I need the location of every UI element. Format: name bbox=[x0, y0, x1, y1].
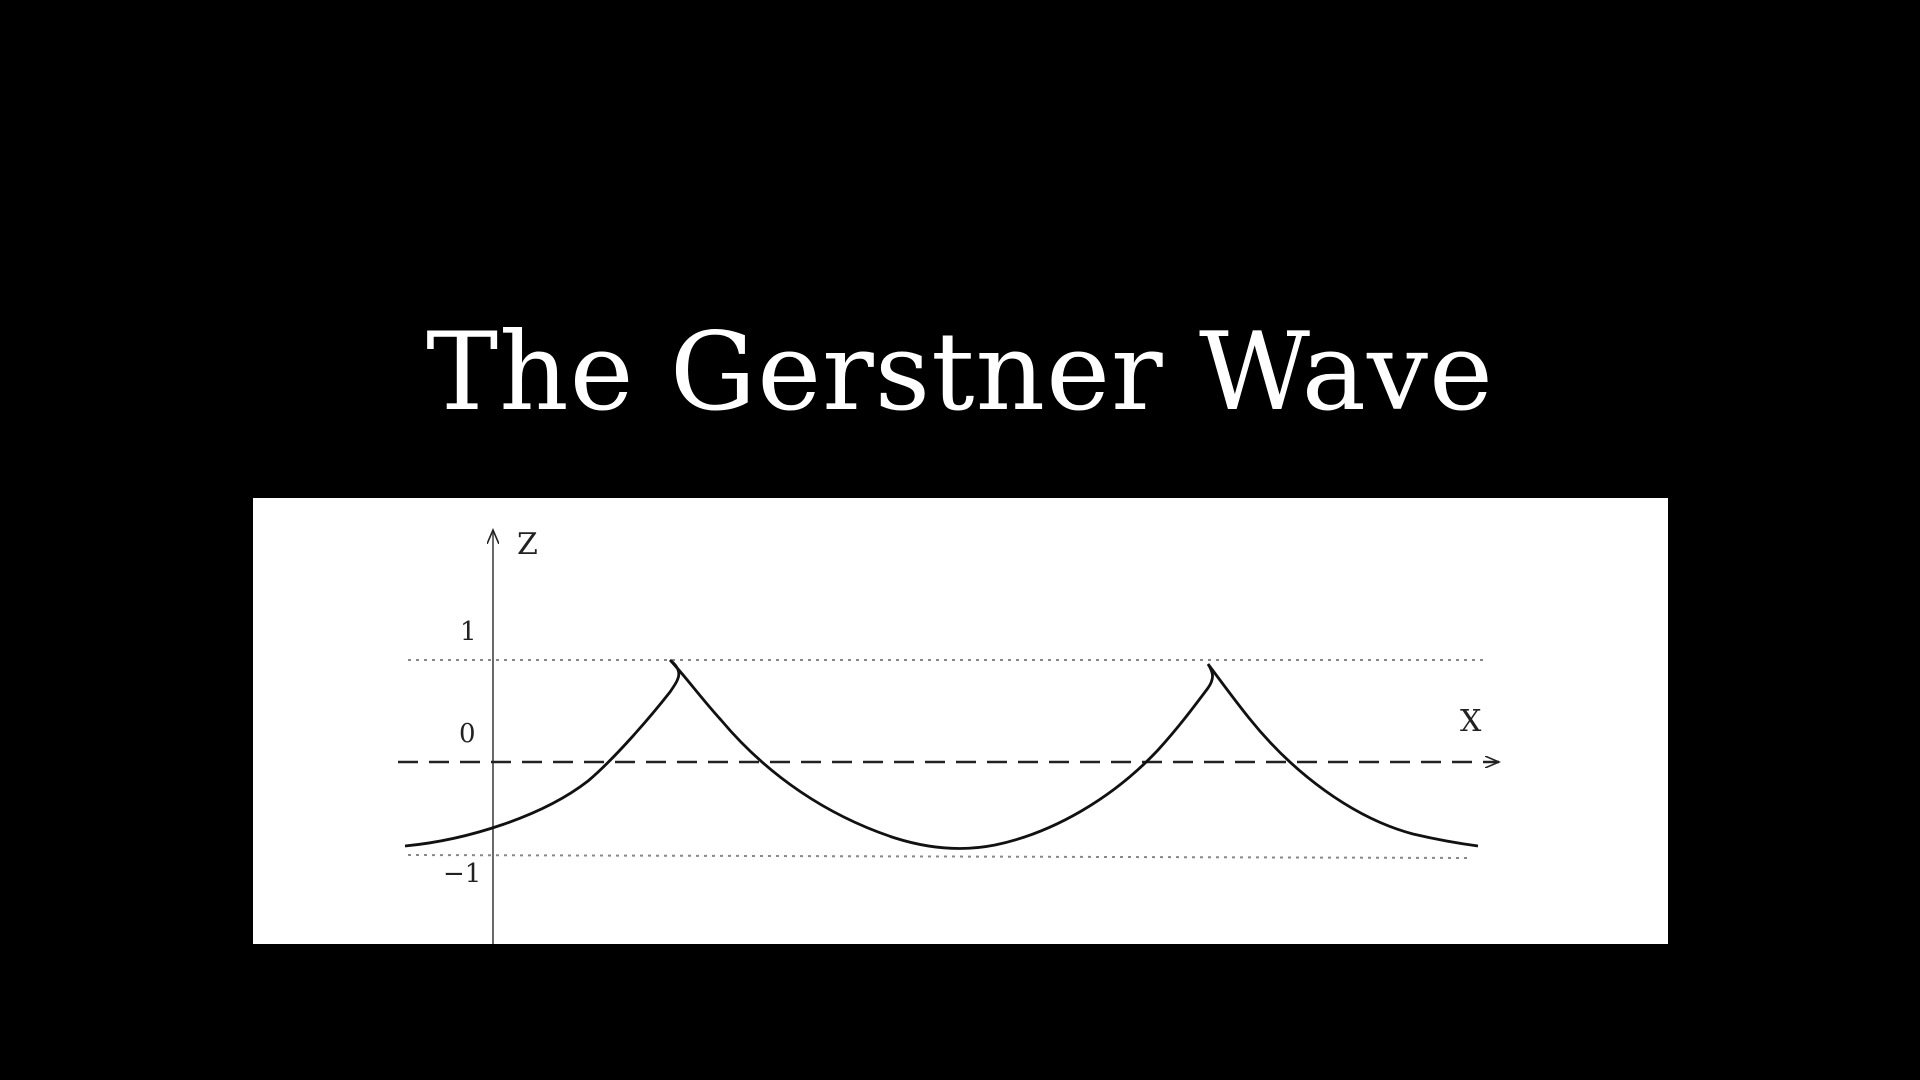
x-axis-label: X bbox=[1460, 704, 1482, 739]
gerstner-wave-profile bbox=[404, 658, 1479, 850]
reference-line-minus-one bbox=[407, 854, 1472, 859]
tick-label-plus-one: 1 bbox=[460, 617, 477, 647]
tick-label-minus-one: −1 bbox=[443, 859, 481, 889]
slide-title: The Gerstner Wave bbox=[426, 310, 1494, 435]
z-axis-label: Z bbox=[517, 527, 538, 562]
figure-panel: 1 0 −1 Z X bbox=[253, 498, 1668, 944]
tick-label-zero: 0 bbox=[459, 719, 476, 749]
wave-diagram: 1 0 −1 Z X bbox=[398, 527, 1668, 944]
